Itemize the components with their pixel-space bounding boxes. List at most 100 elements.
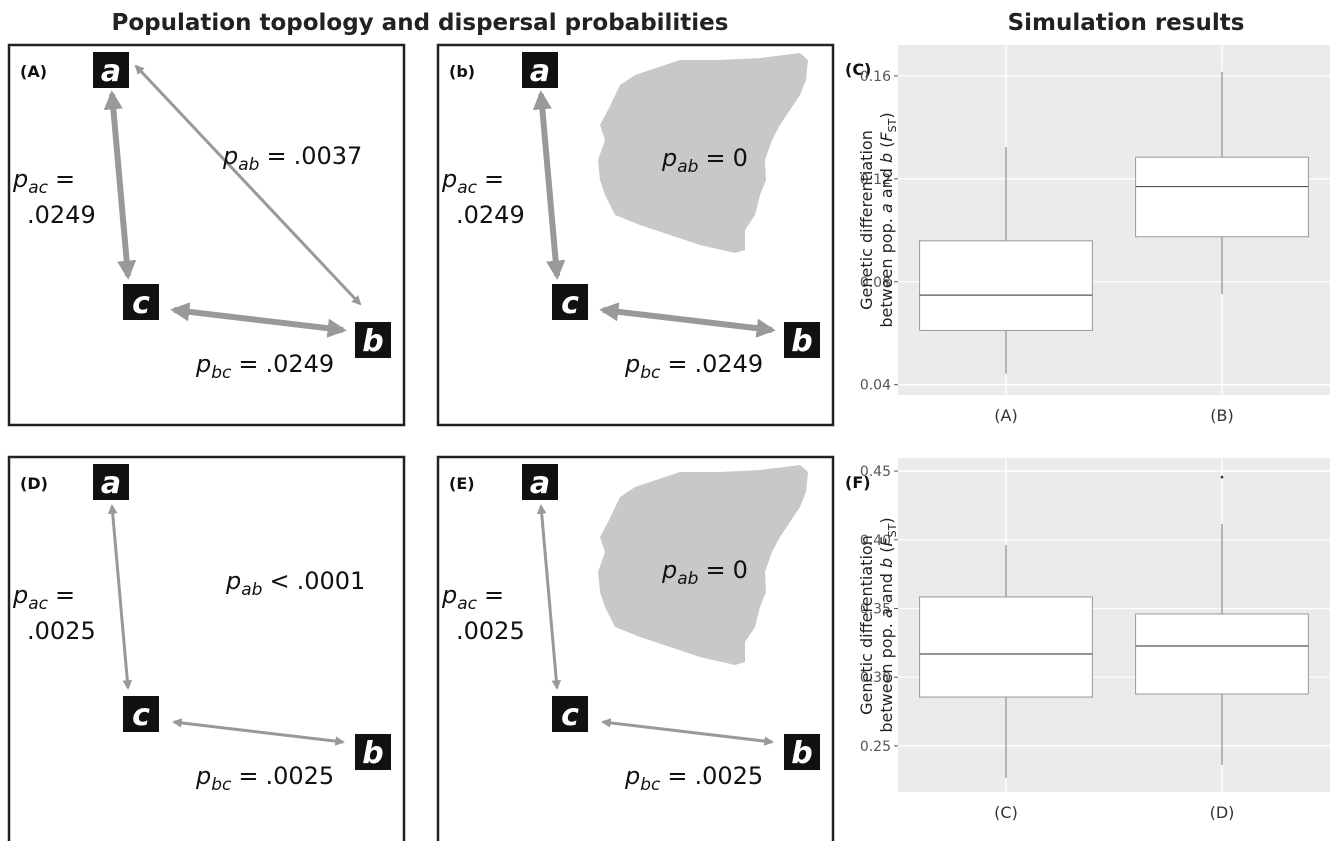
subscript: bc <box>640 775 661 795</box>
subscript: ab <box>238 155 259 175</box>
operator: = <box>705 556 725 584</box>
outlier <box>1221 476 1224 479</box>
value: .0037 <box>294 142 363 170</box>
box <box>1136 614 1309 694</box>
y-label-line: Genetic differentiation <box>857 535 876 715</box>
subscript: bc <box>211 363 232 383</box>
barrier-shape <box>598 53 808 253</box>
panel-label: (D) <box>20 474 48 493</box>
y-label-part: a <box>877 608 896 618</box>
node-label: b <box>362 736 383 771</box>
operator: = <box>238 350 258 378</box>
y-label-part: between pop. <box>877 618 896 733</box>
operator: = <box>705 144 725 172</box>
probability-label: pac= <box>12 581 75 614</box>
probability-label: pbc=.0249 <box>624 350 763 383</box>
page: Population topology and dispersal probab… <box>0 0 1339 841</box>
x-tick-label: (B) <box>1210 406 1233 425</box>
subscript: bc <box>211 775 232 795</box>
probability-label: pbc=.0249 <box>195 350 334 383</box>
y-label-line: between pop. a and b (FST) <box>877 112 899 327</box>
x-tick-label: (A) <box>994 406 1017 425</box>
var: p <box>441 581 457 609</box>
dispersal-arrow <box>136 66 360 304</box>
dispersal-arrow <box>112 506 128 688</box>
dispersal-arrow <box>174 310 343 330</box>
operator: = <box>484 165 504 193</box>
var: p <box>222 142 238 170</box>
y-tick-label: 0.04 <box>860 378 891 394</box>
node-label: c <box>132 698 150 733</box>
panel-label: (b) <box>449 62 475 81</box>
y-label-line: between pop. a and b (FST) <box>877 517 899 732</box>
dispersal-arrow <box>603 722 772 742</box>
value: .0249 <box>694 350 763 378</box>
dispersal-arrow <box>112 94 128 276</box>
panel-label: (A) <box>20 62 47 81</box>
y-label-part: between pop. <box>877 213 896 328</box>
y-tick-label: 0.45 <box>860 464 891 480</box>
figure: Population topology and dispersal probab… <box>0 0 1339 841</box>
y-label-line: Genetic differentiation <box>857 130 876 310</box>
y-label-part: ST <box>886 523 899 537</box>
y-label-part: and <box>877 163 896 203</box>
panel-label: (E) <box>449 474 475 493</box>
node-label: b <box>362 324 383 359</box>
y-label-part: ( <box>877 547 896 558</box>
operator: = <box>667 762 687 790</box>
operator: < <box>269 567 289 595</box>
node-label: c <box>561 698 579 733</box>
var: p <box>225 567 241 595</box>
value: .0001 <box>297 567 366 595</box>
probability-label: pac= <box>12 165 75 198</box>
dispersal-arrow <box>541 506 557 688</box>
node-label: a <box>530 54 550 89</box>
node-label: a <box>101 54 121 89</box>
subscript: ac <box>457 178 477 198</box>
operator: = <box>266 142 286 170</box>
node-label: c <box>132 286 150 321</box>
probability-value: .0249 <box>27 201 96 229</box>
var: p <box>624 762 640 790</box>
node-label: c <box>561 286 579 321</box>
var: p <box>661 556 677 584</box>
x-tick-label: (C) <box>994 803 1018 822</box>
dispersal-arrow <box>541 94 557 276</box>
subscript: bc <box>640 363 661 383</box>
operator: = <box>238 762 258 790</box>
subscript: ac <box>28 178 48 198</box>
probability-value: .0249 <box>456 201 525 229</box>
subscript: ab <box>241 580 262 600</box>
y-label-part: b <box>877 153 896 163</box>
value: .0025 <box>265 762 334 790</box>
value: .0249 <box>265 350 334 378</box>
y-label-part: ( <box>877 142 896 153</box>
node-label: a <box>530 466 550 501</box>
box <box>1136 157 1309 237</box>
y-label-part: and <box>877 568 896 608</box>
var: p <box>195 762 211 790</box>
y-label-part: a <box>877 203 896 213</box>
var: p <box>661 144 677 172</box>
subscript: ab <box>677 157 698 177</box>
y-tick-label: 0.16 <box>860 69 891 85</box>
node-label: b <box>791 736 812 771</box>
dispersal-arrow <box>603 310 772 330</box>
y-tick-label: 0.25 <box>860 739 891 755</box>
probability-label: pab = .0037 <box>222 142 362 175</box>
node-label: a <box>101 466 121 501</box>
probability-value: .0025 <box>456 617 525 645</box>
barrier-shape <box>598 465 808 665</box>
operator: = <box>55 165 75 193</box>
box <box>920 597 1093 697</box>
var: p <box>441 165 457 193</box>
y-label-part: ) <box>877 112 896 118</box>
probability-label: pbc =.0025 <box>195 762 334 795</box>
probability-label: pac = <box>441 165 504 198</box>
probability-label: pac= <box>441 581 504 614</box>
probability-label: pbc=.0025 <box>624 762 763 795</box>
y-label-part: ) <box>877 517 896 523</box>
dispersal-arrow <box>174 722 343 742</box>
right-title: Simulation results <box>1008 10 1245 36</box>
